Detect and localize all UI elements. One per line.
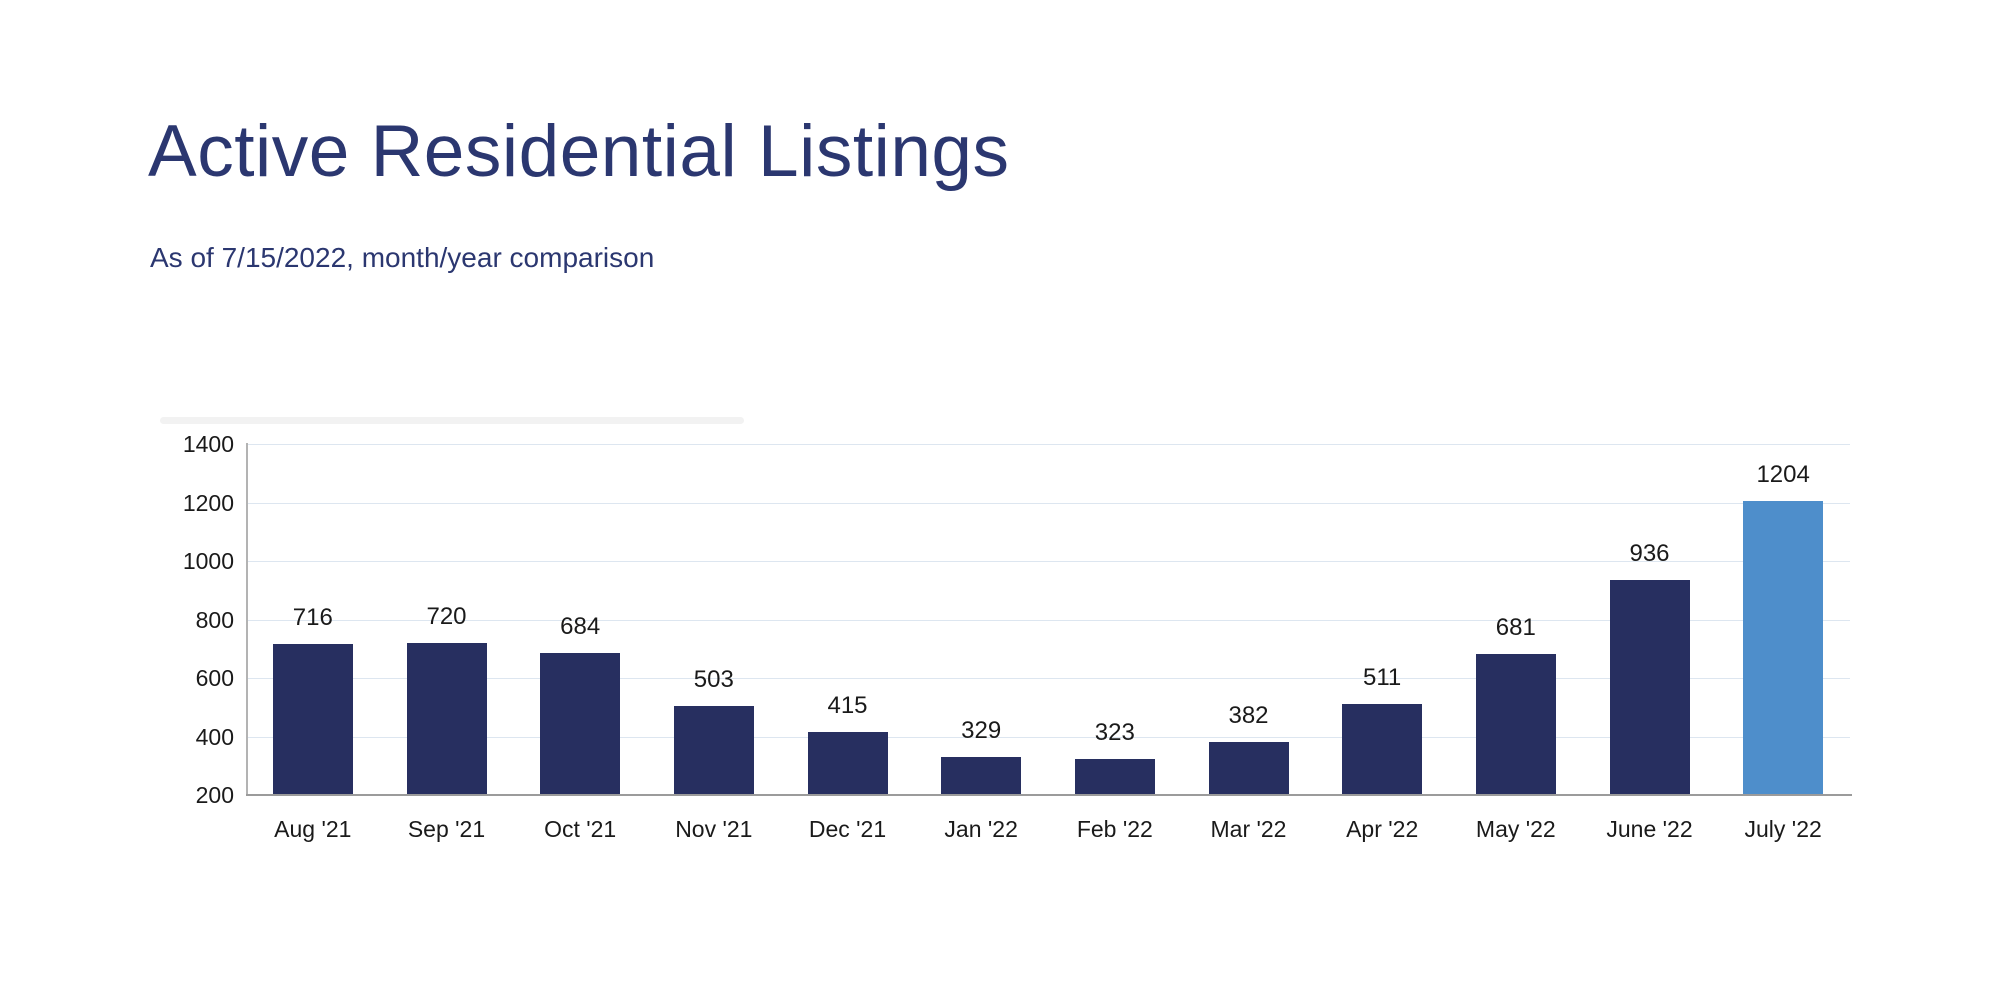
bar-may-22[interactable] <box>1475 654 1556 795</box>
bar-value-label: 323 <box>1094 719 1135 747</box>
bar-value-label: 382 <box>1228 701 1269 729</box>
x-axis-tick-label: June '22 <box>1606 816 1693 842</box>
bar-oct-21[interactable] <box>540 653 621 795</box>
x-axis-tick-label: Mar '22 <box>1210 816 1287 842</box>
gridline-600 <box>246 678 1850 679</box>
gridline-800 <box>246 619 1850 621</box>
bar-value-label: 684 <box>560 613 601 641</box>
gridline-1400 <box>246 444 1850 445</box>
x-axis-tick-label: May '22 <box>1475 816 1556 842</box>
bar-value-label: 681 <box>1495 614 1536 642</box>
gridline-1200 <box>246 502 1850 504</box>
y-axis-line <box>246 443 248 795</box>
y-axis-tick-label: 400 <box>195 723 234 750</box>
x-axis-tick-label: Apr '22 <box>1346 816 1419 842</box>
bar-value-label: 415 <box>827 692 868 720</box>
x-axis-tick-label: Sep '21 <box>407 816 486 842</box>
faint-artifact-strip <box>160 417 744 424</box>
gridline-400 <box>246 736 1850 738</box>
y-axis-tick-label: 600 <box>195 665 234 691</box>
chart-title: Active Residential Listings <box>148 111 1010 192</box>
x-axis-tick-label: July '22 <box>1744 816 1822 842</box>
chart-subtitle: As of 7/15/2022, month/year comparison <box>150 242 655 273</box>
bar-value-label: 1204 <box>1756 461 1810 489</box>
x-axis-tick-label: Aug '21 <box>274 816 352 842</box>
bar-apr-22[interactable] <box>1342 704 1423 795</box>
y-axis-tick-label: 1000 <box>182 548 234 574</box>
x-axis-tick-label: Dec '21 <box>808 816 887 842</box>
bar-value-label: 329 <box>961 717 1002 745</box>
bar-feb-22[interactable] <box>1074 759 1155 795</box>
bar-value-label: 511 <box>1363 664 1402 692</box>
gridline-1000 <box>246 561 1850 562</box>
y-axis-tick-label: 1200 <box>182 489 234 516</box>
x-axis-tick-label: Jan '22 <box>944 816 1018 842</box>
bar-value-label: 716 <box>292 604 333 632</box>
bar-sep-21[interactable] <box>406 642 487 795</box>
bar-nov-21[interactable] <box>673 706 754 795</box>
bar-mar-22[interactable] <box>1208 741 1289 795</box>
y-axis-tick-label: 200 <box>195 782 234 808</box>
bar-aug-21[interactable] <box>272 644 353 795</box>
bar-jan-22[interactable] <box>941 757 1022 795</box>
bar-value-label: 720 <box>426 602 467 630</box>
bar-value-label: 936 <box>1629 539 1670 567</box>
y-axis-tick-label: 1400 <box>182 431 234 457</box>
bar-june-22[interactable] <box>1609 579 1690 795</box>
x-axis-tick-label: Oct '21 <box>544 816 617 842</box>
bar-value-label: 503 <box>693 666 734 694</box>
bar-dec-21[interactable] <box>807 732 888 795</box>
x-axis-line <box>246 794 1852 796</box>
x-axis-tick-label: Nov '21 <box>675 816 753 842</box>
bar-july-22[interactable] <box>1743 501 1824 795</box>
y-axis-tick-label: 800 <box>195 606 234 633</box>
x-axis-tick-label: Feb '22 <box>1076 816 1153 842</box>
